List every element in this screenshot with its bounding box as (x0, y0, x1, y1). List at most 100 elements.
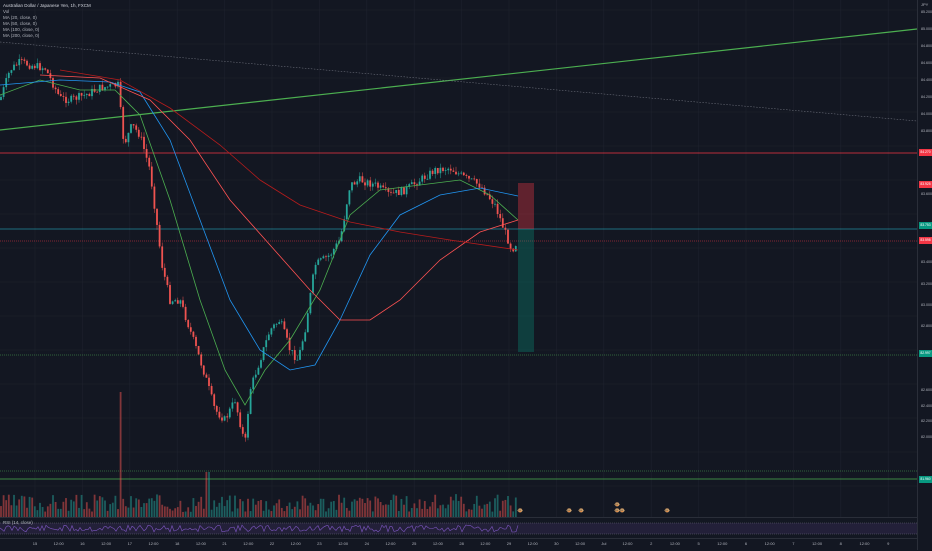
ma50-legend[interactable]: MA (50, close, 0) (3, 21, 37, 26)
volume-bar (330, 501, 333, 517)
price-axis[interactable]: JPY 85.200 85.000 84.800 84.600 84.400 8… (917, 0, 932, 550)
price-tick: 82.600 (921, 388, 932, 392)
volume-bar (20, 495, 23, 517)
candle-body (106, 86, 109, 88)
earnings-event-icon[interactable]: 🐵 (664, 508, 671, 514)
volume-bar (325, 511, 327, 517)
volume-bar (223, 506, 226, 517)
volume-bar (158, 495, 161, 517)
volume-bar (57, 508, 60, 517)
volume-bar (322, 498, 325, 517)
ma20-legend[interactable]: MA (20, close, 0) (3, 15, 37, 20)
volume-bar (499, 510, 502, 517)
candle-body (462, 172, 465, 176)
candle-body (262, 347, 265, 361)
rsi-legend[interactable]: RSI (14, close) (3, 520, 33, 525)
earnings-event-icon[interactable]: 🐵 (578, 508, 585, 514)
volume-bar (299, 509, 301, 517)
time-tick: 12:00 (859, 541, 870, 546)
rsi-pane[interactable]: RSI (14, close) (0, 517, 917, 539)
candle-body (442, 167, 444, 172)
candle-body (150, 166, 153, 187)
volume-bar (267, 509, 270, 517)
volume-bar (31, 497, 34, 517)
price-tick: 83.800 (921, 129, 932, 133)
candle-body (200, 354, 203, 366)
time-tick: 12:00 (812, 541, 823, 546)
volume-bar (119, 392, 122, 517)
candle-body (426, 178, 429, 180)
candle-body (317, 259, 320, 265)
volume-bar (150, 498, 153, 517)
support-price-badge[interactable]: 81.960 (919, 476, 932, 483)
current-price-badge[interactable]: 83.753 (919, 222, 932, 229)
candle-body (509, 243, 512, 249)
candle-body (208, 377, 210, 387)
candle-body (418, 181, 421, 186)
volume-bar (197, 501, 200, 517)
volume-bar (288, 502, 291, 517)
time-tick: 28 (459, 541, 464, 546)
earnings-event-icon[interactable]: 🐵 (614, 508, 621, 514)
time-axis[interactable]: 15 12:00 16 12:00 17 12:00 18 12:00 21 12:00 22 12:… (0, 538, 917, 551)
volume-bar (306, 505, 309, 517)
candle-body (236, 402, 239, 413)
earnings-event-icon[interactable]: 🐵 (614, 502, 621, 508)
earnings-event-icon[interactable]: 🐵 (619, 508, 626, 514)
target-price-badge[interactable]: 83.925 (919, 181, 932, 188)
candle-body (468, 175, 470, 179)
candlestick-chart[interactable] (0, 0, 917, 517)
candle-body (288, 337, 291, 351)
last-price-badge[interactable]: 83.598 (919, 237, 932, 244)
volume-bar (327, 508, 330, 517)
candle-body (410, 182, 413, 185)
volume-bar (215, 506, 218, 517)
price-tick: 83.600 (921, 192, 932, 196)
time-tick: 12:00 (338, 541, 349, 546)
time-tick: 21 (222, 541, 227, 546)
volume-bar (291, 509, 294, 517)
time-tick: 12:00 (575, 541, 586, 546)
price-tick: 84.000 (921, 112, 932, 116)
ma100-legend[interactable]: MA (100, close, 0) (3, 27, 40, 32)
volume-bar (491, 511, 494, 517)
volume-bar (78, 507, 80, 517)
candle-body (166, 276, 169, 286)
volume-bar (49, 503, 52, 517)
candle-body (364, 182, 366, 186)
main-chart-pane[interactable]: Australian Dollar / Japanese Yen, 1h, FX… (0, 0, 917, 517)
candle-body (5, 78, 8, 88)
volume-bar (301, 495, 304, 517)
volume-bar (444, 508, 447, 517)
candle-body (239, 412, 242, 428)
candle-body (179, 300, 182, 304)
volume-bar (135, 498, 138, 517)
price-tick: 82.200 (921, 419, 932, 423)
volume-bar (174, 508, 177, 517)
volume-bar (496, 494, 499, 517)
volume-bar (10, 505, 13, 517)
candle-body (322, 256, 325, 259)
candle-body (210, 386, 213, 395)
candle-body (39, 63, 41, 71)
candle-body (405, 186, 408, 195)
volume-bar (33, 506, 36, 517)
volume-bar (85, 502, 88, 517)
candle-body (140, 136, 143, 138)
volume-bar (91, 511, 93, 517)
volume-bar (361, 498, 364, 517)
ma200-legend[interactable]: MA (200, close, 0) (3, 33, 40, 38)
candle-body (280, 321, 283, 323)
candle-body (483, 187, 486, 195)
candle-body (33, 65, 36, 69)
stop-price-badge[interactable]: 82.997 (919, 350, 932, 357)
volume-legend[interactable]: Vol (3, 9, 10, 14)
volume-bar (408, 511, 411, 517)
earnings-event-icon[interactable]: 🐵 (517, 508, 524, 514)
earnings-event-icon[interactable]: 🐵 (566, 508, 573, 514)
candle-body (319, 258, 322, 260)
candle-body (351, 182, 353, 191)
resistance-price-badge[interactable]: 84.270 (919, 149, 932, 156)
symbol-title[interactable]: Australian Dollar / Japanese Yen, 1h, FX… (3, 3, 91, 8)
volume-bar (403, 504, 405, 517)
